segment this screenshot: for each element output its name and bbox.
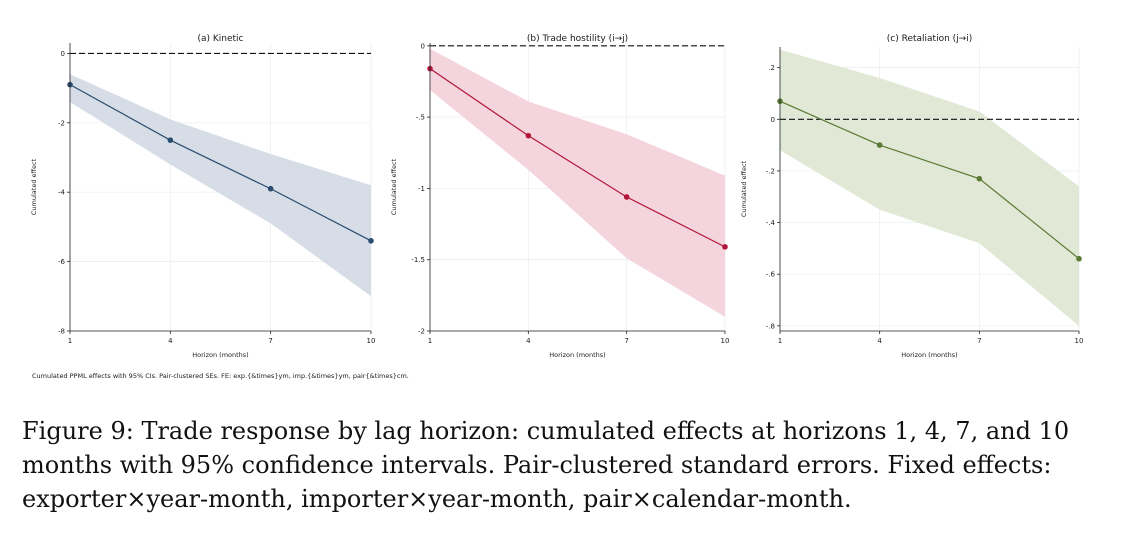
- figure-note: Cumulated PPML effects with 95% CIs. Pai…: [32, 372, 409, 380]
- data-point: [976, 175, 983, 182]
- data-point: [267, 185, 274, 192]
- confidence-band: [780, 49, 1079, 326]
- x-tick-label: 1: [68, 337, 72, 345]
- confidence-band: [430, 48, 725, 317]
- y-tick-label: .2: [768, 64, 775, 72]
- data-point: [525, 132, 532, 139]
- panel-title: (a) Kinetic: [197, 34, 243, 44]
- series-line: [429, 68, 726, 248]
- series-line: [69, 84, 372, 242]
- x-tick-label: 4: [877, 337, 882, 345]
- y-tick-label: -.5: [416, 114, 425, 122]
- data-point: [623, 194, 630, 200]
- caption-text: Trade response by lag horizon: cumulated…: [22, 417, 1070, 513]
- data-point: [876, 142, 883, 148]
- data-point: [722, 244, 728, 250]
- confidence-band: [70, 74, 371, 297]
- y-tick-label: -1.5: [411, 256, 425, 264]
- x-tick-label: 10: [721, 337, 730, 345]
- chart-panel-3: .2 0 -.2 -.4 -.6 -.81 4 7 10 (c) Retaliation (j→i…: [740, 34, 1083, 359]
- x-tick-label: 10: [367, 337, 376, 345]
- y-tick-label: 0: [771, 116, 775, 124]
- x-tick-label: 7: [624, 337, 628, 345]
- y-tick-label: -.2: [766, 167, 775, 175]
- x-tick-label: 1: [778, 337, 782, 345]
- data-point: [1076, 255, 1082, 262]
- x-tick-label: 7: [977, 337, 981, 345]
- y-tick-label: -6: [58, 258, 66, 266]
- x-axis-label: Horizon (months): [192, 351, 248, 359]
- y-tick-label: -.4: [766, 219, 776, 227]
- chart-panel-2: 0 -.5 -1 -1.5 -21 4 7 10 (b) Trade hostility (i→…: [390, 34, 729, 359]
- figure-caption: Figure 9: Trade response by lag horizon:…: [22, 414, 1106, 516]
- y-tick-label: 0: [61, 50, 65, 58]
- y-tick-label: -2: [58, 119, 65, 127]
- y-axis-label: Cumulated effect: [390, 158, 398, 215]
- panel-title: (b) Trade hostility (i→j): [527, 34, 628, 44]
- x-tick-label: 4: [526, 337, 531, 345]
- series-line: [779, 100, 1080, 260]
- y-tick-label: -8: [58, 328, 65, 336]
- y-axis-label: Cumulated effect: [740, 160, 748, 217]
- panel-title: (c) Retaliation (j→i): [887, 34, 972, 44]
- x-tick-label: 1: [428, 337, 432, 345]
- y-axis-label: Cumulated effect: [30, 158, 38, 215]
- x-tick-label: 7: [268, 337, 272, 345]
- x-tick-label: 10: [1075, 337, 1084, 345]
- x-axis-label: Horizon (months): [901, 351, 957, 359]
- x-tick-label: 4: [168, 337, 173, 345]
- y-tick-label: 0: [421, 42, 425, 50]
- y-tick-label: -.6: [766, 271, 776, 279]
- chart-panel-1: 0 -2 -4 -6 -81 4 7 10 (a) Kinetic Horizon (months…: [30, 34, 375, 359]
- caption-label: Figure 9:: [22, 417, 134, 445]
- x-axis-label: Horizon (months): [549, 351, 605, 359]
- y-tick-label: -1: [418, 185, 425, 193]
- y-tick-label: -.8: [766, 322, 775, 330]
- y-tick-label: -2: [418, 328, 425, 336]
- data-point: [167, 137, 174, 143]
- y-tick-label: -4: [58, 189, 66, 197]
- data-point: [368, 237, 374, 244]
